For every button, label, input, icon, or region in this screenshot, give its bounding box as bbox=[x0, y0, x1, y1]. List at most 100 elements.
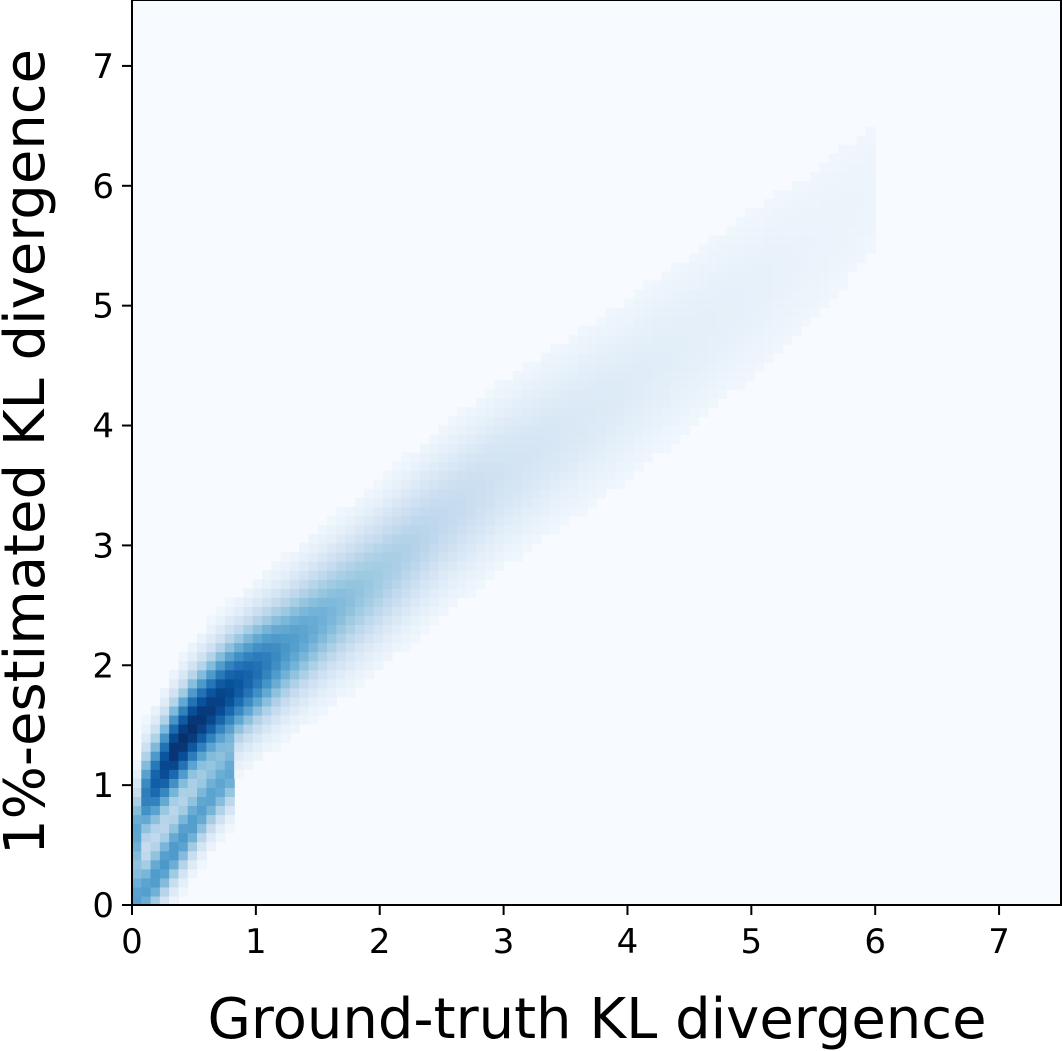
heatmap-cell bbox=[252, 733, 263, 743]
heatmap-cell bbox=[308, 669, 319, 680]
heatmap-cell bbox=[466, 524, 477, 535]
heatmap-cell bbox=[605, 316, 616, 327]
heatmap-cell bbox=[800, 208, 811, 218]
heatmap-cell bbox=[624, 352, 635, 363]
heatmap-cell bbox=[429, 552, 440, 562]
heatmap-cell bbox=[234, 733, 245, 743]
heatmap-cell bbox=[197, 796, 207, 807]
heatmap-cell bbox=[800, 298, 811, 309]
heatmap-cell bbox=[159, 868, 170, 879]
heatmap-cell bbox=[559, 371, 570, 381]
heatmap-cell bbox=[354, 678, 365, 689]
heatmap-cell bbox=[457, 552, 468, 562]
heatmap-cell bbox=[531, 407, 542, 417]
heatmap-cell bbox=[382, 506, 393, 517]
heatmap-cell bbox=[689, 389, 700, 399]
heatmap-cell bbox=[345, 669, 356, 680]
heatmap-cell bbox=[299, 543, 310, 553]
heatmap-cell bbox=[577, 434, 588, 445]
heatmap-cell bbox=[336, 633, 347, 644]
heatmap-cells bbox=[132, 0, 1061, 906]
heatmap-cell bbox=[327, 660, 337, 671]
heatmap-cell bbox=[466, 579, 477, 589]
heatmap-cell bbox=[828, 271, 839, 282]
heatmap-cell bbox=[568, 380, 579, 390]
heatmap-cell bbox=[689, 280, 700, 291]
heatmap-cell bbox=[522, 497, 533, 508]
heatmap-cell bbox=[615, 407, 625, 417]
heatmap-cell bbox=[401, 597, 412, 607]
heatmap-cell bbox=[345, 687, 356, 698]
heatmap-cell bbox=[642, 343, 653, 354]
heatmap-cell bbox=[187, 796, 198, 807]
heatmap-cell bbox=[624, 316, 635, 327]
heatmap-cell bbox=[410, 606, 421, 616]
heatmap-cell bbox=[615, 452, 625, 463]
heatmap-cell bbox=[447, 425, 458, 435]
heatmap-cell bbox=[587, 398, 598, 408]
heatmap-cell bbox=[791, 316, 802, 327]
heatmap-cell bbox=[466, 543, 477, 553]
heatmap-cell bbox=[661, 307, 672, 318]
heatmap-cell bbox=[289, 561, 300, 571]
heatmap-cell bbox=[224, 733, 235, 743]
heatmap-cell bbox=[354, 669, 365, 680]
heatmap-cell bbox=[773, 325, 783, 336]
heatmap-cell bbox=[215, 714, 226, 725]
heatmap-cell bbox=[271, 651, 282, 662]
heatmap-cell bbox=[447, 579, 458, 589]
heatmap-cell bbox=[299, 570, 310, 580]
heatmap-cell bbox=[438, 588, 449, 598]
heatmap-cell bbox=[354, 588, 365, 598]
heatmap-cell bbox=[577, 362, 588, 372]
heatmap-cell bbox=[141, 832, 152, 843]
heatmap-cell bbox=[159, 705, 170, 716]
heatmap-cell bbox=[364, 588, 375, 598]
heatmap-cell bbox=[717, 298, 728, 309]
heatmap-cell bbox=[317, 678, 328, 689]
heatmap-cell bbox=[392, 588, 403, 598]
heatmap-cell bbox=[169, 769, 180, 779]
heatmap-cell bbox=[596, 380, 607, 390]
heatmap-cell bbox=[596, 461, 607, 472]
heatmap-cell bbox=[169, 850, 180, 861]
heatmap-cell bbox=[466, 461, 477, 472]
heatmap-cell bbox=[457, 488, 468, 499]
heatmap-cell bbox=[494, 524, 505, 535]
heatmap-cell bbox=[410, 533, 421, 544]
heatmap-cell bbox=[680, 298, 690, 309]
heatmap-cell bbox=[661, 362, 672, 372]
heatmap-cell bbox=[745, 334, 756, 345]
heatmap-cell bbox=[419, 443, 430, 454]
heatmap-cell bbox=[698, 407, 709, 417]
heatmap-cell bbox=[336, 533, 347, 544]
heatmap-cell bbox=[178, 769, 189, 779]
heatmap-cell bbox=[401, 488, 412, 499]
heatmap-cell bbox=[596, 434, 607, 445]
heatmap-cell bbox=[587, 380, 598, 390]
heatmap-cell bbox=[132, 859, 142, 870]
heatmap-cell bbox=[317, 561, 328, 571]
heatmap-cell bbox=[624, 362, 635, 372]
heatmap-cell bbox=[503, 470, 514, 481]
heatmap-cell bbox=[754, 352, 765, 363]
heatmap-cell bbox=[169, 705, 180, 716]
heatmap-cell bbox=[670, 262, 681, 273]
heatmap-cell bbox=[419, 533, 430, 544]
heatmap-cell bbox=[791, 208, 802, 218]
heatmap-cell bbox=[392, 488, 403, 499]
heatmap-cell bbox=[838, 280, 848, 291]
heatmap-cell bbox=[745, 262, 756, 273]
heatmap-cell bbox=[763, 199, 774, 209]
y-tick-label: 0 bbox=[92, 886, 114, 926]
heatmap-cell bbox=[317, 533, 328, 544]
heatmap-cell bbox=[707, 371, 718, 381]
heatmap-cell bbox=[354, 506, 365, 517]
heatmap-cell bbox=[800, 190, 811, 200]
heatmap-cell bbox=[754, 289, 765, 300]
heatmap-cell bbox=[856, 217, 867, 227]
heatmap-cell bbox=[587, 325, 598, 336]
heatmap-cell bbox=[680, 362, 690, 372]
heatmap-cell bbox=[317, 588, 328, 598]
heatmap-cell bbox=[262, 687, 272, 698]
